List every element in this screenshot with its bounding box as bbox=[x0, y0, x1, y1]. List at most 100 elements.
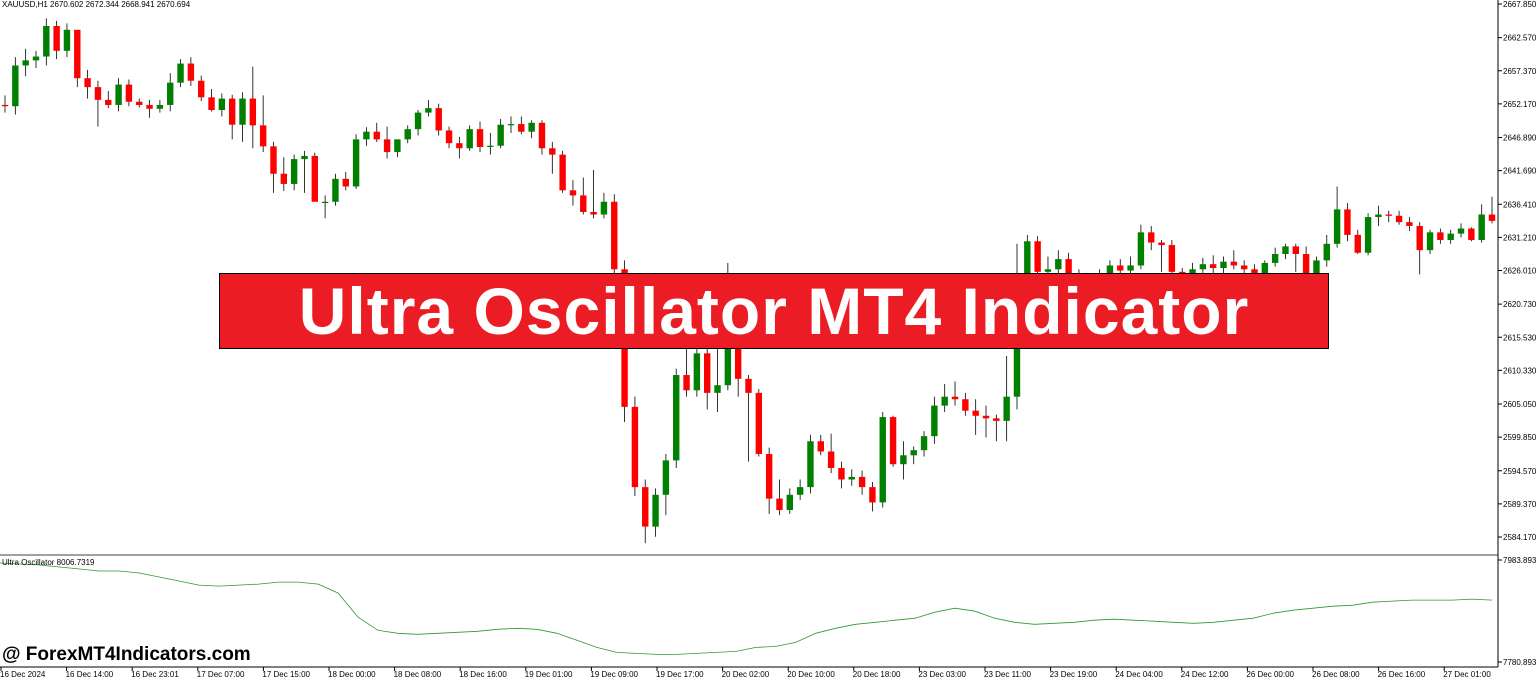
candle-body-bull bbox=[425, 108, 432, 113]
price-label: 2610.330 bbox=[1503, 366, 1536, 375]
candle-body-bear bbox=[84, 78, 91, 88]
candle-body-bull bbox=[714, 385, 721, 393]
candle-body-bull bbox=[1137, 232, 1145, 266]
title-banner: Ultra Oscillator MT4 Indicator bbox=[219, 273, 1329, 349]
candle-body-bear bbox=[311, 155, 318, 202]
candle bbox=[84, 69, 91, 99]
candle-body-bear bbox=[187, 63, 195, 81]
candle-body-bear bbox=[476, 129, 484, 147]
candle bbox=[1137, 224, 1145, 270]
candle bbox=[53, 20, 60, 60]
candle-body-bull bbox=[1323, 243, 1330, 261]
candle bbox=[456, 136, 463, 159]
candle-body-bull bbox=[12, 65, 19, 107]
oscillator-label: Ultra Oscillator 8006.7319 bbox=[2, 558, 95, 567]
candle-body-bear bbox=[755, 392, 763, 455]
candle-body-bear bbox=[1117, 265, 1124, 271]
time-label: 27 Dec 01:00 bbox=[1443, 670, 1491, 679]
candle-body-bear bbox=[838, 468, 845, 480]
candle bbox=[177, 59, 184, 88]
candle bbox=[1395, 210, 1403, 225]
time-label: 26 Dec 16:00 bbox=[1378, 670, 1426, 679]
candle bbox=[600, 192, 608, 219]
candle-body-bull bbox=[43, 25, 50, 57]
candle bbox=[414, 110, 422, 136]
candle-body-bull bbox=[1024, 241, 1031, 276]
candle-body-bear bbox=[342, 178, 349, 187]
price-axis: 2667.850 2662.570 2657.370 2652.170 2646.890… bbox=[1498, 0, 1536, 542]
candle bbox=[631, 396, 639, 497]
candle bbox=[311, 152, 318, 202]
candle-body-bear bbox=[631, 406, 639, 488]
time-label: 19 Dec 09:00 bbox=[590, 670, 638, 679]
candle-body-bull bbox=[662, 460, 670, 495]
candle-body-bear bbox=[776, 498, 783, 511]
candle-body-bull bbox=[931, 405, 938, 437]
candle-body-bear bbox=[951, 396, 959, 400]
candle-body-bear bbox=[1395, 215, 1403, 223]
candle bbox=[1, 95, 9, 113]
candle bbox=[394, 139, 401, 158]
candle-body-bear bbox=[280, 173, 288, 184]
candle bbox=[497, 118, 504, 149]
candle bbox=[518, 116, 525, 135]
candle-body-bull bbox=[941, 396, 948, 406]
price-label: 2631.210 bbox=[1503, 233, 1536, 242]
candle bbox=[827, 433, 835, 474]
time-label: 18 Dec 16:00 bbox=[459, 670, 507, 679]
candle bbox=[745, 375, 752, 462]
candle-body-bear bbox=[373, 131, 380, 140]
time-label: 20 Dec 02:00 bbox=[722, 670, 770, 679]
candle-body-bear bbox=[1468, 228, 1475, 240]
candle bbox=[765, 447, 773, 514]
candle-body-bull bbox=[1447, 233, 1454, 240]
candle-body-bear bbox=[559, 154, 566, 191]
price-label: 2657.370 bbox=[1503, 67, 1536, 76]
candle bbox=[549, 141, 556, 174]
time-label: 24 Dec 12:00 bbox=[1181, 670, 1229, 679]
candle bbox=[105, 90, 112, 109]
candle-body-bear bbox=[962, 399, 969, 411]
candle bbox=[858, 470, 866, 495]
candle-body-bull bbox=[1220, 261, 1227, 269]
candle bbox=[476, 121, 484, 153]
candle bbox=[807, 434, 814, 494]
candle bbox=[693, 345, 701, 397]
candle-body-bear bbox=[228, 98, 236, 125]
candle bbox=[590, 169, 597, 219]
time-label: 16 Dec 23:01 bbox=[131, 670, 179, 679]
candle bbox=[1447, 229, 1454, 244]
candle-body-bear bbox=[569, 190, 577, 196]
candle bbox=[611, 194, 618, 275]
candle-body-bear bbox=[94, 87, 102, 100]
time-label: 19 Dec 01:00 bbox=[525, 670, 573, 679]
time-label: 20 Dec 18:00 bbox=[853, 670, 901, 679]
candle-body-bear bbox=[538, 122, 546, 149]
candle bbox=[425, 99, 432, 117]
candle-body-bull bbox=[807, 441, 814, 488]
oscillator-scale: 7983.8934 7780.8935 bbox=[1498, 556, 1536, 667]
time-label: 18 Dec 00:00 bbox=[328, 670, 376, 679]
price-label: 2615.530 bbox=[1503, 333, 1536, 342]
candle bbox=[435, 103, 442, 136]
candle-body-bear bbox=[1158, 242, 1165, 246]
candle-body-bear bbox=[1406, 222, 1413, 226]
candle bbox=[1292, 243, 1299, 272]
candle bbox=[642, 479, 649, 544]
candle bbox=[208, 89, 215, 112]
candle bbox=[1271, 247, 1279, 267]
candle bbox=[817, 434, 824, 456]
candle-body-bull bbox=[1199, 264, 1207, 270]
candle bbox=[301, 150, 308, 193]
candle bbox=[12, 57, 19, 115]
candle bbox=[218, 93, 226, 117]
candle-body-bull bbox=[301, 155, 308, 160]
candle-body-bear bbox=[611, 201, 618, 270]
candle bbox=[993, 414, 1000, 442]
candle bbox=[1117, 259, 1124, 274]
candle bbox=[342, 171, 349, 191]
candle bbox=[734, 341, 742, 397]
candle-body-bear bbox=[549, 148, 556, 155]
candle-body-bull bbox=[1364, 217, 1372, 253]
candle-body-bear bbox=[1437, 232, 1444, 240]
